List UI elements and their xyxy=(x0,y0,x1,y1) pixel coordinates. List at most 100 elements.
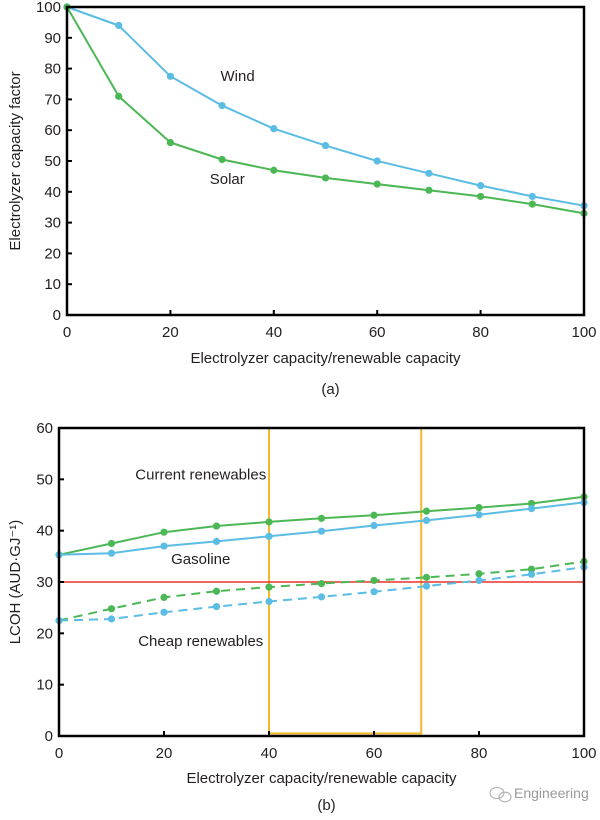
chart-a-point-wind xyxy=(270,125,278,133)
chart-a: 0 20 40 60 80 100 0 10 20 30 40 50 60 70 80 90 100 Wind S… xyxy=(7,0,597,398)
chart-a-point-solar xyxy=(115,92,123,100)
chart-a-point-wind xyxy=(218,101,226,110)
chart-b-x-tick-label: 40 xyxy=(261,745,278,762)
chart-b-point-cheap-renewables-solar xyxy=(370,576,378,585)
chart-a-point-wind xyxy=(166,72,174,80)
chart-b-annotation-current-renewables: Current renewables xyxy=(135,466,266,483)
chart-a-y-tick-label: 60 xyxy=(44,122,61,139)
chart-a-point-wind xyxy=(425,169,433,177)
chart-b-point-current-renewables-wind xyxy=(212,537,221,546)
chart-b-point-cheap-renewables-wind xyxy=(317,593,326,601)
chart-a-y-tick-label: 80 xyxy=(44,61,61,78)
chart-a-y-axis-title: Electrolyzer capacity factor xyxy=(7,71,24,250)
chart-a-x-tick-label: 100 xyxy=(571,324,596,341)
chart-b-point-current-renewables-wind xyxy=(265,532,273,540)
chart-b-series-line-cheap-renewables-solar xyxy=(58,560,585,622)
chart-a-y-tick-label: 30 xyxy=(44,215,61,232)
chart-a-point-solar xyxy=(321,174,330,182)
wechat-icon xyxy=(489,786,512,803)
chart-b-point-cheap-renewables-solar xyxy=(317,579,326,588)
chart-a-point-solar xyxy=(425,186,433,194)
chart-b-y-tick-label: 60 xyxy=(36,420,53,437)
chart-b-point-cheap-renewables-wind xyxy=(475,576,483,585)
chart-b-y-tick-label: 50 xyxy=(36,471,53,488)
chart-b-highlight-box xyxy=(268,427,423,735)
chart-a-point-wind xyxy=(321,142,330,150)
chart-b-point-current-renewables-solar xyxy=(527,499,536,508)
chart-b-x-tick-label: 60 xyxy=(366,745,383,762)
chart-b-point-cheap-renewables-solar xyxy=(160,593,168,602)
chart-b-point-cheap-renewables-wind xyxy=(212,603,221,611)
chart-a-annotation-solar: Solar xyxy=(210,171,245,188)
chart-b-point-cheap-renewables-solar xyxy=(527,565,536,573)
chart-a-y-tick-label: 0 xyxy=(53,307,61,324)
chart-a-series-line-solar xyxy=(66,6,585,215)
chart-b-point-current-renewables-solar xyxy=(475,503,483,512)
chart-a-panel-label: (a) xyxy=(321,381,339,398)
chart-b-y-tick-label: 40 xyxy=(36,523,53,540)
chart-b-y-tick-label: 0 xyxy=(45,728,53,745)
chart-b-point-cheap-renewables-solar xyxy=(212,587,221,595)
chart-b-x-axis-title: Electrolyzer capacity/renewable capacity xyxy=(186,770,457,787)
chart-a-point-solar xyxy=(166,138,174,147)
chart-a-y-tick-label: 70 xyxy=(44,91,61,108)
chart-a-point-wind xyxy=(528,192,536,201)
chart-b-point-current-renewables-wind xyxy=(370,521,378,530)
chart-b-point-current-renewables-solar xyxy=(317,514,326,522)
chart-a-x-tick-label: 80 xyxy=(472,324,489,341)
chart-a-point-solar xyxy=(270,166,278,174)
chart-a-point-solar xyxy=(218,155,226,164)
chart-a-y-tick-label: 20 xyxy=(44,245,61,262)
chart-b-x-tick-label: 20 xyxy=(156,745,173,762)
chart-b-point-cheap-renewables-wind xyxy=(527,570,536,578)
chart-b-point-current-renewables-solar xyxy=(212,522,221,530)
chart-b-point-cheap-renewables-solar xyxy=(265,583,273,591)
chart-a-point-solar xyxy=(528,200,536,208)
chart-b-panel-label: (b) xyxy=(317,797,335,814)
chart-a-x-axis-title: Electrolyzer capacity/renewable capacity xyxy=(190,350,461,367)
chart-b-x-tick-label: 0 xyxy=(55,745,63,762)
chart-b-point-cheap-renewables-solar xyxy=(422,573,431,581)
chart-a-point-wind xyxy=(115,21,123,30)
chart-b-point-current-renewables-solar xyxy=(422,507,431,515)
chart-a-y-tick-label: 90 xyxy=(44,30,61,47)
chart-a-plot-frame xyxy=(65,5,586,317)
chart-a-y-tick-label: 40 xyxy=(44,184,61,201)
chart-a-point-solar xyxy=(373,180,381,188)
chart-b-point-cheap-renewables-wind xyxy=(107,615,116,623)
chart-a-x-tick-label: 60 xyxy=(369,324,386,341)
chart-b-point-current-renewables-wind xyxy=(422,516,431,525)
chart-b-point-current-renewables-wind xyxy=(107,549,116,557)
chart-b-point-cheap-renewables-wind xyxy=(265,597,273,606)
chart-b-annotation-gasoline: Gasoline xyxy=(171,551,230,568)
chart-a-x-tick-label: 20 xyxy=(162,324,179,341)
chart-b-point-cheap-renewables-wind xyxy=(422,582,431,590)
chart-a-point-wind xyxy=(373,157,381,165)
chart-b-point-cheap-renewables-solar xyxy=(475,570,483,578)
chart-b-point-current-renewables-wind xyxy=(527,504,536,513)
chart-b-y-tick-label: 10 xyxy=(36,677,53,694)
chart-a-y-tick-label: 10 xyxy=(44,276,61,293)
chart-b-y-axis-title: LCOH (AUD·GJ⁻¹) xyxy=(7,520,24,645)
chart-a-y-tick-label: 50 xyxy=(44,153,61,170)
chart-b-point-cheap-renewables-solar xyxy=(107,605,116,613)
chart-b-point-current-renewables-wind xyxy=(160,542,168,550)
watermark-text: Engineering xyxy=(514,785,589,801)
chart-a-x-tick-label: 0 xyxy=(63,324,71,341)
chart-b-point-cheap-renewables-wind xyxy=(370,588,378,596)
chart-b-point-cheap-renewables-wind xyxy=(160,608,168,616)
chart-b-y-tick-label: 20 xyxy=(36,625,53,642)
chart-b-point-current-renewables-wind xyxy=(475,511,483,519)
chart-b: 0 20 40 60 80 100 0 10 20 30 40 50 60 Current renewa… xyxy=(7,420,597,814)
chart-b-series-line-current-renewables-solar xyxy=(58,495,585,556)
chart-b-x-tick-label: 80 xyxy=(471,745,488,762)
chart-a-annotation-wind: Wind xyxy=(221,68,255,85)
chart-b-point-current-renewables-solar xyxy=(107,539,116,548)
chart-a-y-tick-label: 100 xyxy=(36,0,61,16)
chart-a-point-solar xyxy=(477,192,485,201)
chart-b-annotation-cheap-renewables: Cheap renewables xyxy=(138,633,263,650)
chart-b-point-current-renewables-wind xyxy=(317,527,326,535)
watermark: Engineering xyxy=(489,785,589,803)
chart-b-y-tick-label: 30 xyxy=(36,574,53,591)
